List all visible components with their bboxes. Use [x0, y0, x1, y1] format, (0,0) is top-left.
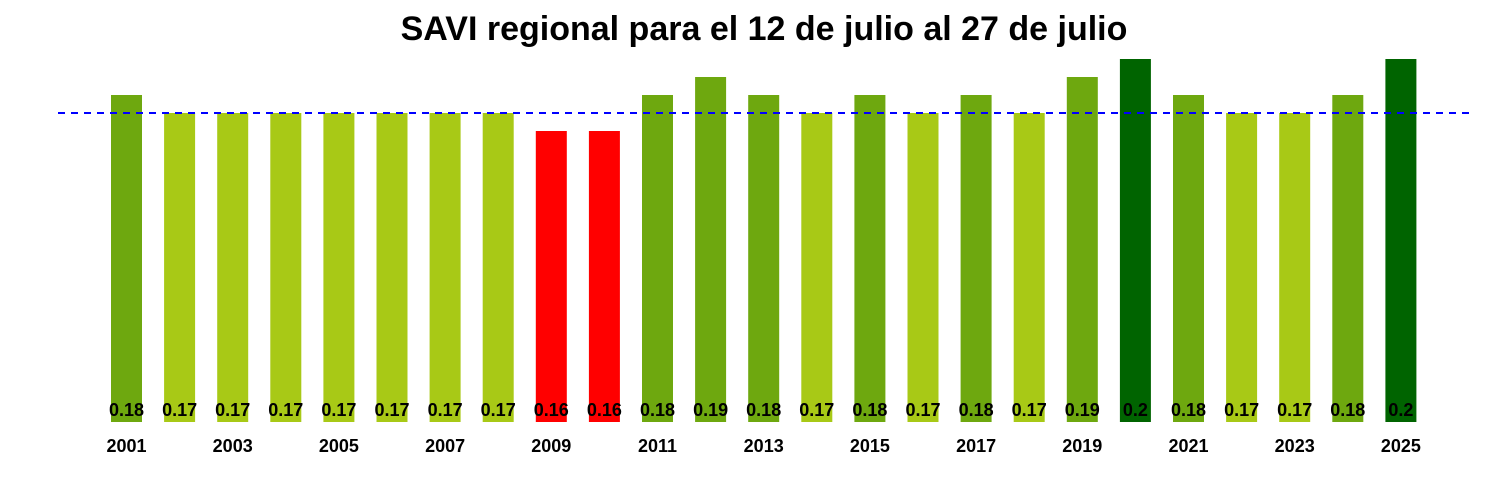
x-tick-label-2021: 2021	[1168, 436, 1208, 456]
value-label-2022: 0.17	[1224, 400, 1259, 420]
x-tick-label-2013: 2013	[744, 436, 784, 456]
value-label-2007: 0.17	[428, 400, 463, 420]
bar-2009	[535, 131, 567, 422]
x-tick-label-2015: 2015	[850, 436, 890, 456]
chart-title: SAVI regional para el 12 de julio al 27 …	[400, 10, 1128, 48]
value-label-2018: 0.17	[1012, 400, 1047, 420]
value-label-2009: 0.16	[534, 400, 569, 420]
bar-2002	[164, 113, 196, 422]
x-tick-labels-layer: 2001 2003 2005 2007 2009 2011 2013 2015 2017 2019…	[106, 436, 1420, 456]
value-label-2024: 0.18	[1330, 400, 1365, 420]
value-label-2017: 0.18	[959, 400, 994, 420]
x-tick-label-2011: 2011	[638, 436, 677, 456]
bar-2025	[1385, 59, 1417, 422]
bar-2004	[270, 113, 302, 422]
bar-2016	[907, 113, 939, 422]
bar-2006	[376, 113, 408, 422]
value-label-2019: 0.19	[1065, 400, 1100, 420]
x-tick-label-2017: 2017	[956, 436, 996, 456]
bar-2017	[960, 95, 992, 422]
value-label-2025: 0.2	[1388, 400, 1413, 420]
bar-2005	[323, 113, 355, 422]
bars-layer	[111, 59, 1417, 422]
value-label-2006: 0.17	[374, 400, 409, 420]
value-label-2013: 0.18	[746, 400, 781, 420]
value-label-2021: 0.18	[1171, 400, 1206, 420]
bar-2022	[1226, 113, 1258, 422]
bar-2014	[801, 113, 833, 422]
bar-2011	[642, 95, 673, 422]
bar-2019	[1066, 77, 1098, 422]
bar-2023	[1279, 113, 1311, 422]
value-label-2010: 0.16	[587, 400, 622, 420]
bar-2001	[111, 95, 142, 422]
value-label-2004: 0.17	[268, 400, 303, 420]
bar-2015	[854, 95, 886, 422]
bar-2012	[695, 77, 727, 422]
x-tick-label-2003: 2003	[213, 436, 253, 456]
value-label-2001: 0.18	[109, 400, 144, 420]
value-label-2002: 0.17	[162, 400, 197, 420]
bar-2024	[1332, 95, 1364, 422]
bar-2018	[1013, 113, 1045, 422]
bar-2008	[482, 113, 514, 422]
x-tick-label-2025: 2025	[1381, 436, 1421, 456]
value-label-2014: 0.17	[799, 400, 834, 420]
value-label-2016: 0.17	[905, 400, 940, 420]
value-label-2011: 0.18	[640, 400, 675, 420]
bar-2013	[748, 95, 780, 422]
value-label-2015: 0.18	[852, 400, 887, 420]
x-tick-label-2019: 2019	[1062, 436, 1102, 456]
value-labels-layer: 0.18 0.17 0.17 0.17 0.17 0.17 0.17 0.17 0.16 0.16…	[109, 400, 1413, 420]
x-tick-label-2007: 2007	[425, 436, 465, 456]
value-label-2012: 0.19	[693, 400, 728, 420]
x-tick-label-2009: 2009	[531, 436, 571, 456]
value-label-2023: 0.17	[1277, 400, 1312, 420]
bar-2021	[1173, 95, 1204, 422]
value-label-2020: 0.2	[1123, 400, 1148, 420]
value-label-2005: 0.17	[321, 400, 356, 420]
bar-2020	[1119, 59, 1151, 422]
x-tick-label-2005: 2005	[319, 436, 359, 456]
bar-2010	[588, 131, 620, 422]
x-tick-label-2001: 2001	[106, 436, 146, 456]
bar-2003	[217, 113, 249, 422]
x-tick-label-2023: 2023	[1275, 436, 1315, 456]
value-label-2008: 0.17	[481, 400, 516, 420]
bar-2007	[429, 113, 461, 422]
value-label-2003: 0.17	[215, 400, 250, 420]
